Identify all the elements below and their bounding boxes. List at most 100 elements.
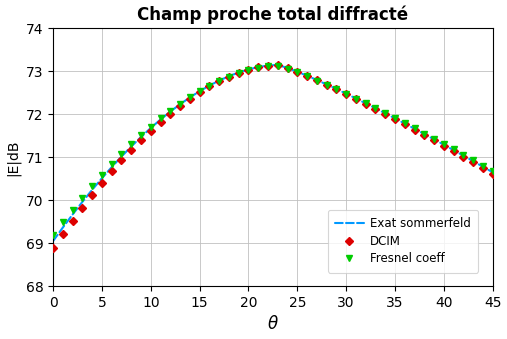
Fresnel coeff — [373, 106, 379, 110]
Fresnel coeff — [60, 220, 66, 224]
Fresnel coeff — [226, 75, 232, 79]
DCIM — [490, 172, 496, 176]
Fresnel coeff — [460, 153, 466, 157]
DCIM — [314, 78, 320, 82]
DCIM — [275, 63, 281, 67]
Exat sommerfeld — [197, 89, 203, 93]
DCIM — [480, 166, 486, 170]
DCIM — [236, 71, 242, 75]
Fresnel coeff — [490, 169, 496, 173]
Exat sommerfeld — [216, 79, 222, 83]
Exat sommerfeld — [373, 106, 379, 110]
Exat sommerfeld — [187, 95, 193, 99]
DCIM — [148, 128, 154, 133]
DCIM — [158, 120, 164, 124]
Fresnel coeff — [451, 147, 457, 152]
DCIM — [421, 133, 427, 137]
DCIM — [392, 117, 398, 121]
Fresnel coeff — [412, 126, 418, 131]
DCIM — [216, 79, 222, 83]
Exat sommerfeld — [236, 71, 242, 75]
DCIM — [206, 84, 212, 88]
Fresnel coeff — [470, 158, 476, 162]
Fresnel coeff — [69, 208, 76, 212]
Fresnel coeff — [216, 79, 222, 83]
Exat sommerfeld — [119, 155, 125, 159]
Fresnel coeff — [363, 101, 369, 105]
Exat sommerfeld — [353, 96, 359, 100]
DCIM — [382, 112, 388, 116]
DCIM — [187, 97, 193, 101]
DCIM — [323, 83, 330, 87]
Exat sommerfeld — [323, 82, 330, 86]
DCIM — [460, 155, 466, 159]
Fresnel coeff — [343, 92, 349, 96]
DCIM — [197, 90, 203, 94]
Exat sommerfeld — [80, 200, 86, 204]
Fresnel coeff — [480, 163, 486, 167]
DCIM — [402, 122, 408, 126]
Fresnel coeff — [333, 87, 339, 92]
Fresnel coeff — [206, 84, 212, 88]
Fresnel coeff — [187, 95, 193, 99]
DCIM — [451, 149, 457, 153]
Line: Fresnel coeff: Fresnel coeff — [50, 62, 496, 239]
Fresnel coeff — [148, 124, 154, 128]
DCIM — [255, 65, 261, 69]
DCIM — [470, 160, 476, 164]
DCIM — [412, 127, 418, 132]
Fresnel coeff — [80, 196, 86, 200]
DCIM — [373, 107, 379, 111]
Exat sommerfeld — [480, 165, 486, 169]
Exat sommerfeld — [412, 127, 418, 131]
DCIM — [441, 144, 447, 148]
Fresnel coeff — [304, 74, 310, 78]
Fresnel coeff — [158, 116, 164, 120]
Fresnel coeff — [402, 121, 408, 125]
Exat sommerfeld — [226, 74, 232, 78]
Fresnel coeff — [421, 132, 427, 136]
Exat sommerfeld — [490, 170, 496, 174]
Exat sommerfeld — [333, 87, 339, 91]
Exat sommerfeld — [431, 137, 437, 141]
Fresnel coeff — [284, 67, 291, 71]
DCIM — [99, 181, 105, 185]
Exat sommerfeld — [284, 66, 291, 70]
DCIM — [128, 148, 134, 152]
Fresnel coeff — [245, 68, 251, 72]
Fresnel coeff — [99, 173, 105, 177]
DCIM — [80, 205, 86, 210]
DCIM — [265, 63, 271, 67]
Exat sommerfeld — [148, 126, 154, 130]
DCIM — [294, 70, 300, 74]
DCIM — [50, 246, 56, 251]
Exat sommerfeld — [50, 239, 56, 243]
Fresnel coeff — [236, 71, 242, 75]
Exat sommerfeld — [89, 188, 95, 192]
Exat sommerfeld — [451, 148, 457, 152]
Exat sommerfeld — [245, 67, 251, 72]
Line: DCIM: DCIM — [50, 62, 495, 251]
DCIM — [119, 158, 125, 162]
Exat sommerfeld — [402, 121, 408, 125]
Exat sommerfeld — [99, 176, 105, 180]
Exat sommerfeld — [294, 70, 300, 74]
Exat sommerfeld — [128, 144, 134, 148]
Exat sommerfeld — [392, 116, 398, 120]
Fresnel coeff — [382, 111, 388, 115]
Exat sommerfeld — [343, 92, 349, 96]
Fresnel coeff — [119, 152, 125, 156]
DCIM — [284, 66, 291, 70]
Fresnel coeff — [138, 133, 144, 137]
Fresnel coeff — [275, 64, 281, 68]
Y-axis label: |E|dB: |E|dB — [6, 139, 20, 176]
Exat sommerfeld — [363, 101, 369, 105]
Title: Champ proche total diffracté: Champ proche total diffracté — [137, 5, 409, 24]
Exat sommerfeld — [206, 84, 212, 88]
Fresnel coeff — [265, 64, 271, 68]
Exat sommerfeld — [460, 154, 466, 158]
DCIM — [245, 67, 251, 72]
DCIM — [167, 112, 173, 116]
Fresnel coeff — [89, 184, 95, 188]
Exat sommerfeld — [60, 225, 66, 230]
